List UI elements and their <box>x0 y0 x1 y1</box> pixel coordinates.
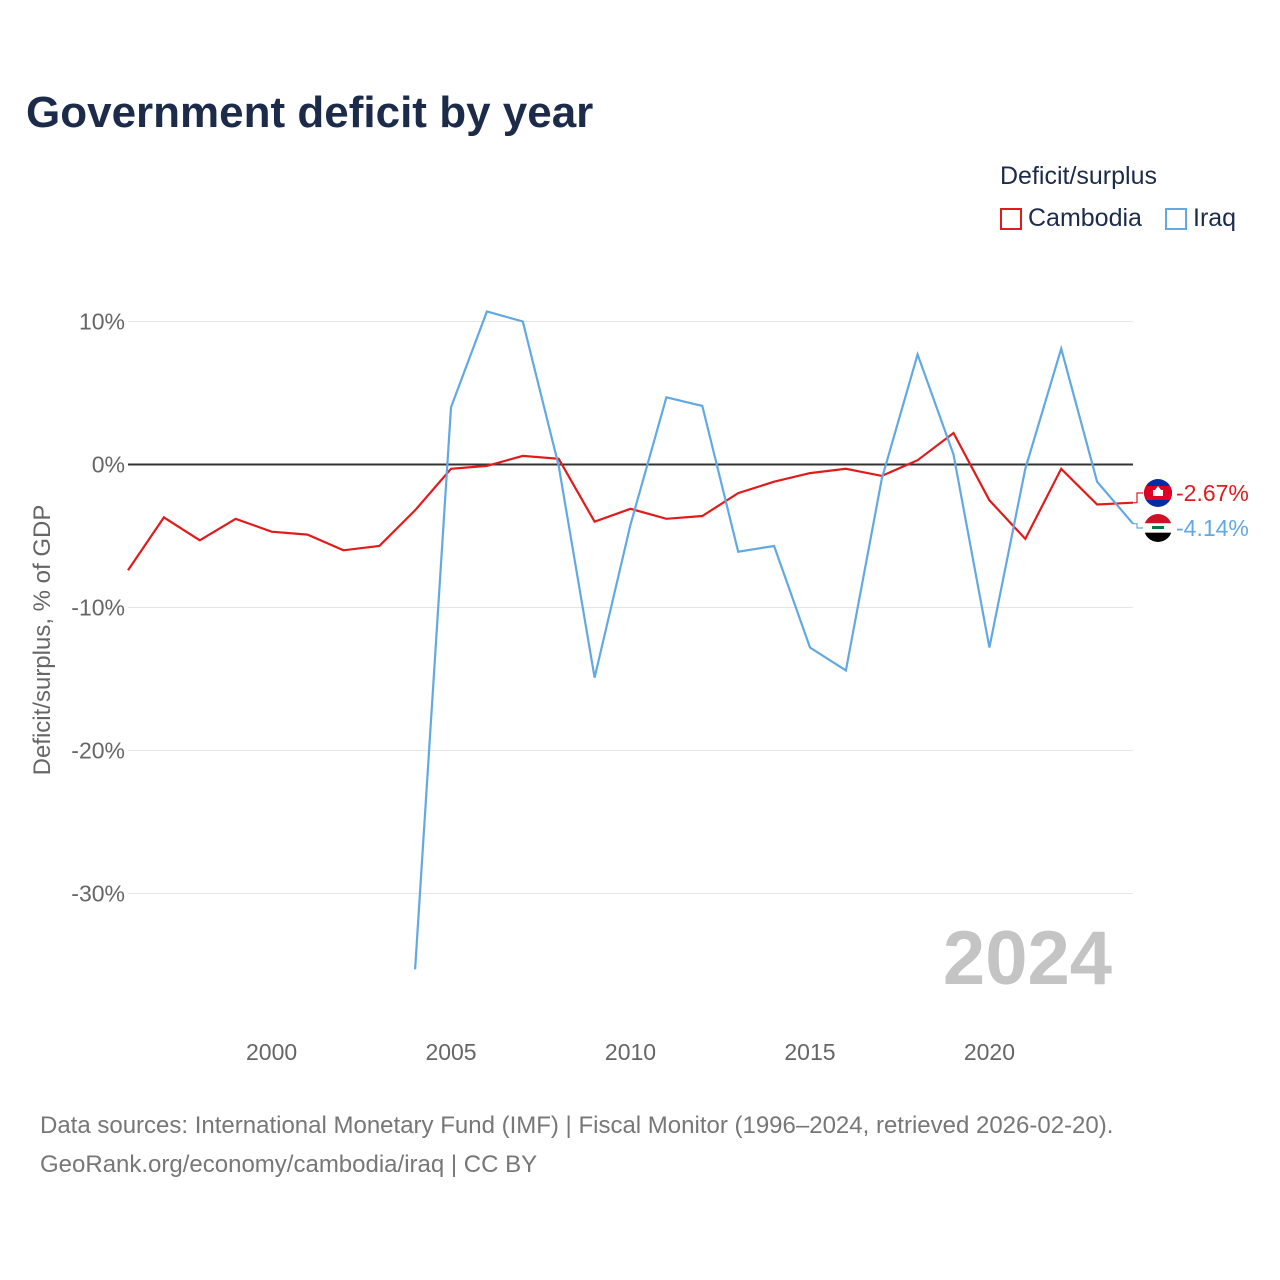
x-tick-label: 2010 <box>605 1039 656 1065</box>
y-tick-label: -10% <box>71 595 125 621</box>
legend-swatch-cambodia <box>1000 207 1022 230</box>
footer-sources: Data sources: International Monetary Fun… <box>40 1112 1114 1139</box>
grid-lines <box>128 321 1133 894</box>
series-lines <box>127 310 1134 970</box>
y-tick-label: 0% <box>92 452 125 478</box>
x-tick-label: 2000 <box>246 1039 297 1065</box>
y-axis-label: Deficit/surplus, % of GDP <box>29 505 56 776</box>
legend-title: Deficit/surplus <box>1000 162 1157 190</box>
y-tick-label: -20% <box>71 738 125 764</box>
legend-item-cambodia[interactable]: Cambodia <box>1000 204 1142 233</box>
x-tick-label: 2015 <box>784 1039 835 1065</box>
chart-title: Government deficit by year <box>26 88 594 137</box>
end-connector-cambodia <box>1133 492 1143 504</box>
y-tick-label: 10% <box>79 309 125 335</box>
footer-link: GeoRank.org/economy/cambodia/iraq | CC B… <box>40 1151 538 1178</box>
legend-label-iraq: Iraq <box>1193 204 1237 232</box>
iraq-flag-icon <box>1144 514 1172 542</box>
line-chart: 2024 10% 0% -10% -20% -30% 2000 2005 2010 2015 20… <box>29 309 1249 1066</box>
x-tick-label: 2020 <box>964 1039 1015 1065</box>
y-tick-label: -30% <box>71 881 125 907</box>
series-line-cambodia <box>127 431 1134 571</box>
footer: Data sources: International Monetary Fun… <box>40 1106 1113 1184</box>
year-watermark: 2024 <box>943 916 1112 1001</box>
end-labels: -2.67% -4.14% <box>1133 479 1249 542</box>
legend-item-iraq[interactable]: Iraq <box>1165 204 1236 233</box>
end-value-label-iraq: -4.14% <box>1176 515 1249 541</box>
x-tick-label: 2005 <box>425 1039 476 1065</box>
legend-label-cambodia: Cambodia <box>1028 204 1142 232</box>
legend-swatch-iraq <box>1165 207 1187 230</box>
axis-labels: 10% 0% -10% -20% -30% 2000 2005 2010 2015 2020 <box>71 309 1015 1066</box>
cambodia-flag-icon <box>1144 479 1172 507</box>
end-value-label-cambodia: -2.67% <box>1176 480 1249 506</box>
series-line-iraq <box>414 310 1134 970</box>
end-connector-iraq <box>1133 523 1143 529</box>
